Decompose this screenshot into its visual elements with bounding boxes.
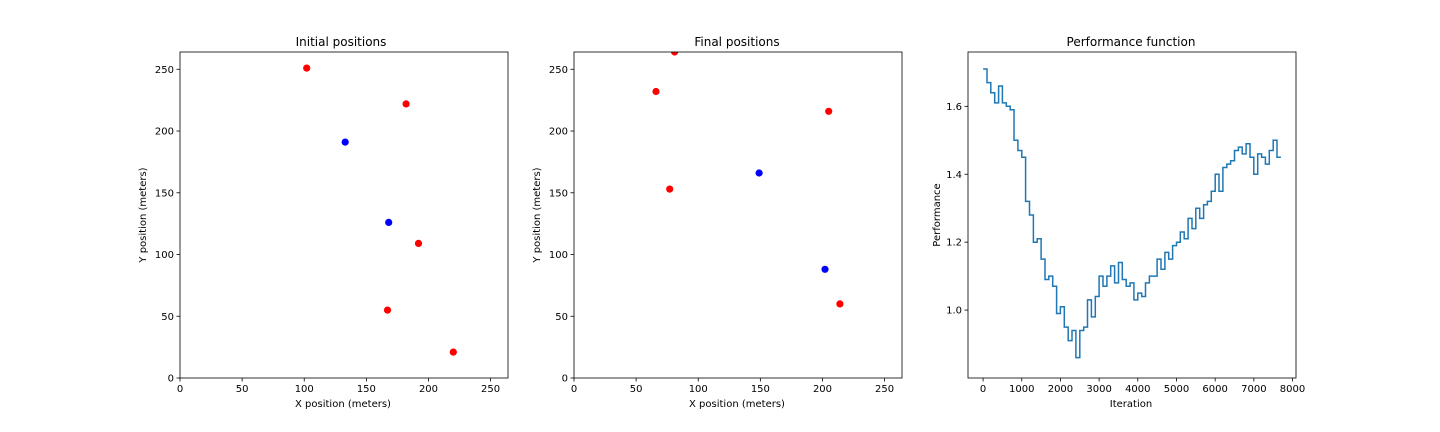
y-tick-label: 50: [555, 312, 568, 323]
axes-frame: [967, 51, 1297, 379]
y-tick-label: 100: [155, 250, 174, 261]
y-tick-label: 250: [155, 65, 174, 76]
final-positions-panel: Final positions X position (meters) Y po…: [532, 35, 903, 410]
x-tick-label: 200: [419, 384, 438, 395]
x-tick-label: 5000: [1164, 384, 1189, 395]
performance-function-panel: Performance function Iteration Performan…: [932, 35, 1305, 410]
blue-point: [755, 169, 763, 177]
red-point: [666, 185, 674, 193]
x-tick-label: 1000: [1009, 384, 1034, 395]
panel-title: Final positions: [694, 35, 779, 49]
y-tick-label: 150: [155, 188, 174, 199]
initial-positions-panel: Initial positions X position (meters) Y …: [138, 35, 509, 410]
y-tick-label: 0: [562, 374, 568, 385]
plot-data: [303, 64, 457, 356]
blue-point: [385, 218, 393, 226]
red-point: [836, 300, 844, 308]
x-tick-label: 50: [630, 384, 643, 395]
axes-frame: [179, 51, 509, 379]
y-tick-label: 50: [161, 312, 174, 323]
y-axis-label: Y position (meters): [532, 167, 543, 263]
x-axis-label: X position (meters): [689, 399, 785, 410]
x-axis-label: Iteration: [1110, 399, 1152, 410]
red-point: [402, 100, 410, 108]
y-tick-label: 1.2: [946, 238, 962, 249]
x-tick-label: 6000: [1202, 384, 1227, 395]
axes-frame: [573, 51, 903, 379]
x-tick-label: 100: [295, 384, 314, 395]
red-point: [303, 64, 311, 72]
x-tick-label: 150: [751, 384, 770, 395]
x-tick-label: 250: [481, 384, 500, 395]
x-tick-label: 7000: [1241, 384, 1266, 395]
y-axis-label: Performance: [932, 183, 943, 246]
blue-point: [341, 138, 349, 146]
x-tick-label: 200: [813, 384, 832, 395]
x-tick-label: 50: [236, 384, 249, 395]
x-tick-label: 0: [980, 384, 986, 395]
blue-point: [821, 265, 829, 273]
y-tick-label: 250: [549, 65, 568, 76]
red-point: [652, 87, 660, 96]
y-tick-label: 1.0: [946, 306, 962, 317]
x-tick-label: 150: [357, 384, 376, 395]
x-tick-label: 250: [875, 384, 894, 395]
red-point: [449, 348, 457, 356]
panel-title: Initial positions: [296, 35, 387, 49]
y-tick-label: 0: [168, 374, 174, 385]
panel-title: Performance function: [1067, 35, 1196, 49]
red-point: [825, 107, 833, 115]
plot-data: [983, 68, 1281, 359]
red-point: [383, 306, 392, 314]
red-point: [414, 239, 423, 247]
x-tick-label: 100: [689, 384, 708, 395]
x-tick-label: 0: [177, 384, 183, 395]
y-tick-label: 100: [549, 250, 568, 261]
y-axis-label: Y position (meters): [138, 167, 149, 263]
x-tick-label: 8000: [1280, 384, 1305, 395]
red-point: [671, 52, 679, 56]
plot-data: [652, 52, 844, 308]
y-tick-label: 150: [549, 188, 568, 199]
x-tick-label: 2000: [1048, 384, 1073, 395]
y-tick-label: 1.4: [946, 170, 962, 181]
x-tick-label: 0: [571, 384, 577, 395]
y-tick-label: 200: [155, 127, 174, 138]
y-tick-label: 1.6: [946, 102, 962, 113]
y-tick-label: 200: [549, 127, 568, 138]
performance-line: [983, 68, 1281, 359]
x-axis-label: X position (meters): [295, 399, 391, 410]
x-tick-label: 3000: [1086, 384, 1111, 395]
x-tick-label: 4000: [1125, 384, 1150, 395]
